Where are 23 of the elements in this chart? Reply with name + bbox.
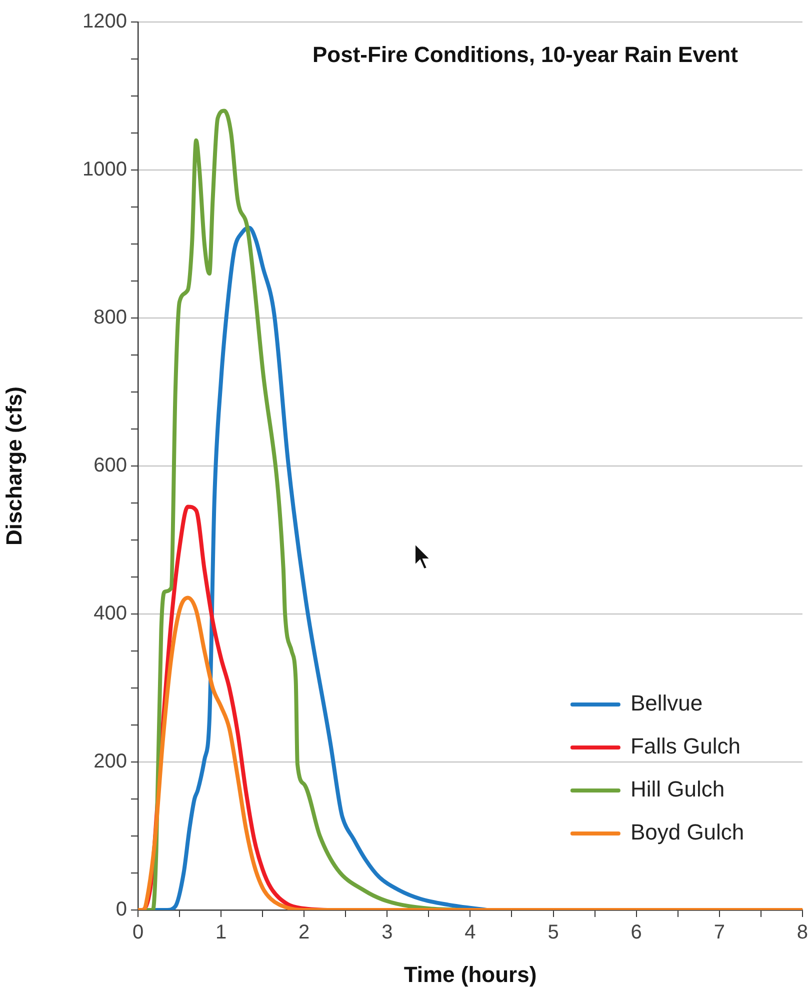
x-tick-label: 6 [630, 922, 642, 944]
y-tick-label: 200 [94, 750, 127, 773]
x-tick-label: 2 [298, 922, 310, 944]
y-tick-label: 600 [94, 454, 127, 477]
legend-label: Hill Gulch [630, 776, 725, 802]
x-tick-label: 4 [464, 922, 476, 944]
x-tick-label: 3 [382, 922, 393, 944]
legend-label: Boyd Gulch [630, 820, 744, 845]
x-tick-label: 0 [132, 922, 144, 944]
text: Post-Fire Conditions, 10-year Rain Event [312, 42, 739, 68]
legend-label: Falls Gulch [630, 734, 740, 759]
x-tick-label: 1 [215, 922, 227, 944]
x-tick-label: 5 [548, 922, 559, 944]
x-axis-title: Time (hours) [404, 962, 537, 987]
x-tick-label: 7 [714, 922, 725, 944]
legend-label: Bellvue [630, 690, 703, 716]
y-tick-label: 1200 [82, 10, 127, 33]
x-tick-label: 8 [796, 922, 808, 944]
y-tick-label: 0 [116, 898, 127, 921]
y-axis-title: Discharge (cfs) [1, 386, 26, 546]
y-tick-label: 800 [94, 306, 127, 329]
y-tick-label: 1000 [82, 158, 127, 181]
y-tick-label: 400 [94, 602, 127, 625]
